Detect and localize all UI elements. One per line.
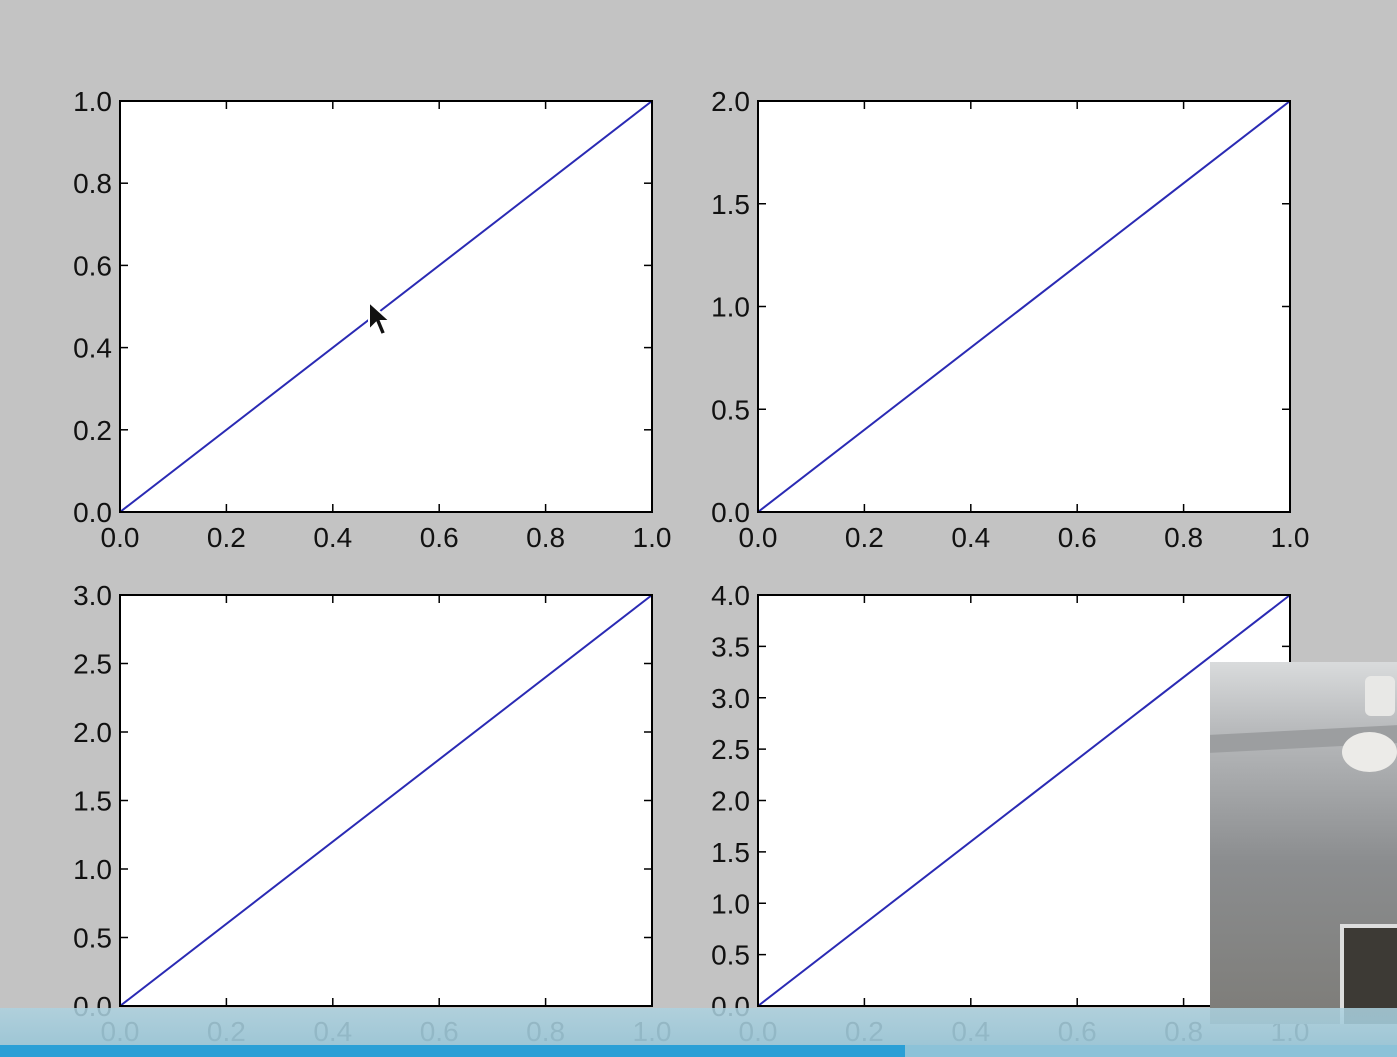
- webcam-overlay: [1210, 662, 1397, 1024]
- y-tick-label: 1.0: [73, 86, 112, 117]
- x-tick-label: 0.4: [951, 522, 990, 553]
- series-line: [757, 100, 1291, 513]
- webcam-fan-body: [1342, 732, 1397, 772]
- x-tick-label: 0.8: [1164, 522, 1203, 553]
- y-tick-label: 0.2: [73, 415, 112, 446]
- y-tick-label: 4.0: [711, 580, 750, 611]
- x-tick-label: 0.2: [845, 522, 884, 553]
- y-tick-label: 3.0: [73, 580, 112, 611]
- x-tick-label: 0.0: [101, 522, 140, 553]
- series-line: [119, 594, 653, 1007]
- y-tick-label: 2.5: [73, 649, 112, 680]
- y-tick-label: 3.0: [711, 683, 750, 714]
- y-tick-label: 0.4: [73, 333, 112, 364]
- y-tick-label: 0.5: [711, 940, 750, 971]
- y-tick-label: 1.5: [73, 786, 112, 817]
- x-tick-label: 1.0: [633, 522, 672, 553]
- webcam-door: [1340, 924, 1397, 1024]
- video-progress-bar-played[interactable]: [0, 1045, 905, 1057]
- axes-frame: [119, 594, 653, 1007]
- y-tick-label: 2.0: [711, 786, 750, 817]
- y-tick-label: 2.0: [73, 717, 112, 748]
- x-tick-label: 0.6: [1058, 522, 1097, 553]
- y-tick-label: 2.0: [711, 86, 750, 117]
- y-tick-label: 1.0: [711, 888, 750, 919]
- axes-frame: [757, 100, 1291, 513]
- y-tick-label: 0.5: [711, 394, 750, 425]
- y-tick-label: 0.8: [73, 168, 112, 199]
- y-tick-label: 1.5: [711, 189, 750, 220]
- webcam-fan-mount: [1365, 676, 1395, 716]
- y-tick-label: 0.5: [73, 923, 112, 954]
- x-tick-label: 0.6: [420, 522, 459, 553]
- x-tick-label: 0.4: [313, 522, 352, 553]
- y-tick-label: 1.0: [711, 292, 750, 323]
- y-tick-label: 1.0: [73, 854, 112, 885]
- x-tick-label: 1.0: [1271, 522, 1310, 553]
- subplot-3: 0.00.51.01.52.02.53.00.00.20.40.60.81.0: [73, 580, 671, 1047]
- x-tick-label: 0.2: [207, 522, 246, 553]
- y-tick-label: 1.5: [711, 837, 750, 868]
- axes-frame: [119, 100, 653, 513]
- x-tick-label: 0.8: [526, 522, 565, 553]
- y-tick-label: 2.5: [711, 734, 750, 765]
- y-tick-label: 0.6: [73, 250, 112, 281]
- y-tick-label: 3.5: [711, 631, 750, 662]
- x-tick-label: 0.0: [739, 522, 778, 553]
- subplot-2: 0.0 0.5 1.0 1.5 2.0 0.0 0.2 0.4 0.6 0.8 1.0: [711, 86, 1309, 553]
- y-tick-label: 0.0: [711, 497, 750, 528]
- y-tick-label: 0.0: [73, 497, 112, 528]
- mouse-cursor-icon: [368, 300, 393, 337]
- series-line: [119, 100, 653, 513]
- video-progress-bar-remaining[interactable]: [905, 1045, 1397, 1057]
- subplot-1: 0.0 0.2 0.4 0.6 0.8 1.0 0.0 0.2 0.4 0.6 0.8 1.0: [73, 86, 671, 553]
- series-line: [757, 594, 1291, 1007]
- subplot-4: 0.00.51.01.52.02.53.03.54.00.00.20.40.60…: [711, 580, 1309, 1047]
